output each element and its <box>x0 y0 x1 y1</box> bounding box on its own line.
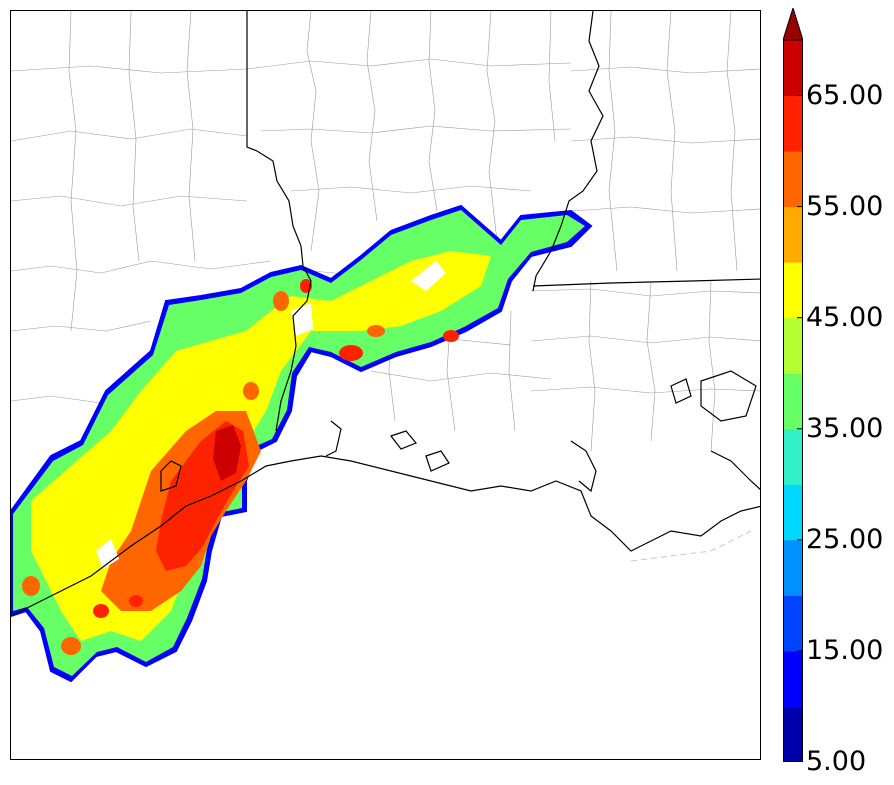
colorbar-segment <box>783 428 803 485</box>
colorbar-segment <box>783 484 803 541</box>
precip-cell <box>129 595 143 607</box>
colorbar-tick-label: 45.00 <box>806 301 884 333</box>
precip-gap <box>291 303 313 336</box>
precip-cell <box>339 345 363 361</box>
colorbar-segment <box>783 262 803 319</box>
gulf-coastline <box>11 455 760 617</box>
precip-gap <box>96 539 119 569</box>
colorbar-tick-label: 25.00 <box>806 523 884 555</box>
precip-extreme <box>213 425 241 481</box>
reflectivity-field <box>11 204 593 683</box>
colorbar-segment <box>783 40 803 97</box>
colorbar <box>783 8 803 762</box>
east-coastline <box>710 450 760 490</box>
coast-island <box>670 378 692 404</box>
map-canvas <box>11 11 760 683</box>
louisiana-mississippi-border <box>532 278 760 287</box>
precip-cell <box>61 637 81 655</box>
precip-cell <box>273 291 289 311</box>
colorbar-segment <box>783 95 803 152</box>
precip-cell <box>93 604 109 618</box>
colorbar-segment <box>783 151 803 208</box>
bay-shore <box>325 420 342 457</box>
colorbar-tick-label: 5.00 <box>806 746 867 777</box>
county-boundaries <box>11 11 760 452</box>
colorbar-segment <box>783 595 803 652</box>
colorbar-segment <box>783 373 803 430</box>
colorbar-tick-label: 65.00 <box>806 79 884 111</box>
colorbar-segment <box>783 539 803 596</box>
coast-inlet <box>390 430 417 450</box>
texas-louisiana-border <box>246 11 312 432</box>
colorbar-segment <box>783 317 803 374</box>
colorbar-segment <box>783 706 803 762</box>
colorbar-tick-label: 55.00 <box>806 190 884 222</box>
coast-lake <box>425 450 450 472</box>
colorbar-tick-label: 35.00 <box>806 412 884 444</box>
precip-cell <box>22 576 40 596</box>
radar-map <box>10 10 761 760</box>
mississippi-river <box>532 11 604 292</box>
delta-coast <box>570 440 597 493</box>
coast-island <box>700 370 757 422</box>
state-boundaries <box>11 11 760 617</box>
precip-gap <box>411 261 446 291</box>
colorbar-segment <box>783 650 803 707</box>
colorbar-tick-label: 15.00 <box>806 634 884 666</box>
precip-cell <box>367 325 385 337</box>
offshore-boundary <box>630 530 752 562</box>
colorbar-outline <box>783 39 803 762</box>
colorbar-segment <box>783 206 803 263</box>
precip-cell <box>443 330 459 342</box>
coast-bays <box>160 460 182 492</box>
precip-cell <box>243 382 259 400</box>
colorbar-extend-arrow <box>783 8 803 41</box>
